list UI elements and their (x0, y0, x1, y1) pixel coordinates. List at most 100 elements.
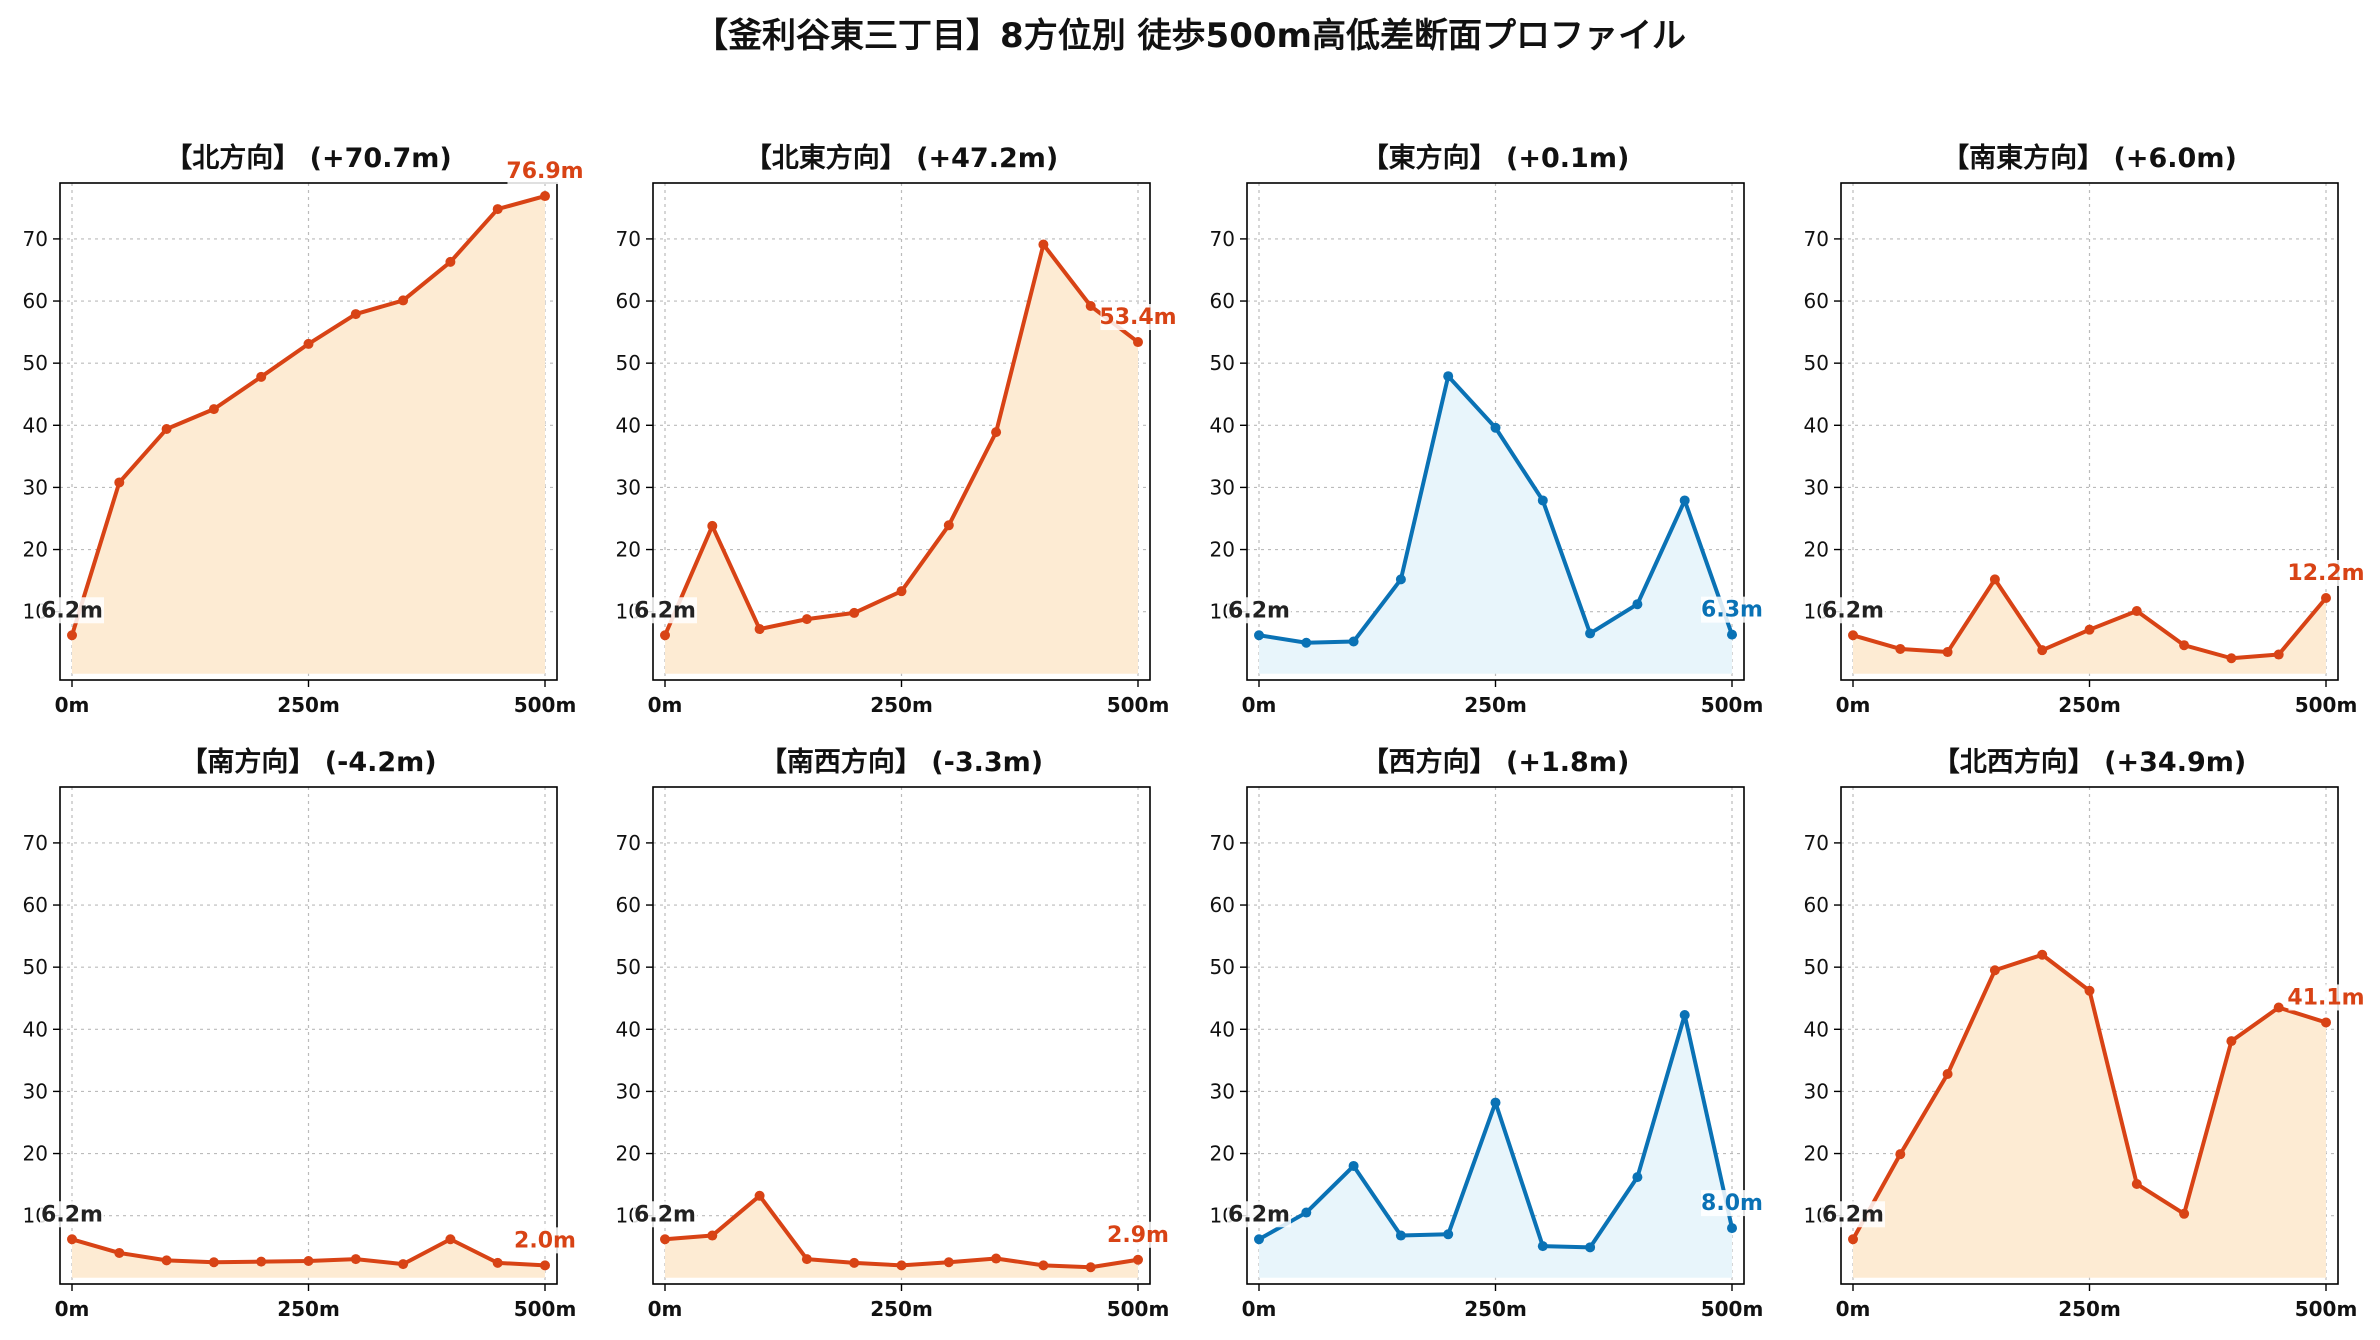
start-label: 6.2m (634, 598, 696, 623)
end-label-bg (1100, 304, 1176, 331)
x-tick-label: 500m (1701, 693, 1764, 717)
y-tick-label: 30 (1804, 475, 1829, 499)
x-tick-label: 250m (1464, 1297, 1527, 1321)
y-tick-label: 70 (23, 831, 48, 855)
y-tick-label: 40 (1804, 1017, 1829, 1041)
data-point (1537, 495, 1548, 506)
x-tick-label: 250m (870, 693, 933, 717)
x-tick-label: 500m (514, 1297, 577, 1321)
data-point (1895, 643, 1906, 654)
data-point (1989, 574, 2000, 585)
data-point (1348, 1160, 1359, 1171)
end-label-bg (2288, 984, 2364, 1011)
x-tick-label: 0m (648, 1297, 683, 1321)
y-tick-label: 30 (1210, 1079, 1235, 1103)
end-label: 76.9m (506, 159, 583, 184)
data-point (208, 404, 219, 415)
y-tick-label: 60 (616, 289, 641, 313)
data-point (2037, 949, 2048, 960)
x-tick-label: 0m (1242, 1297, 1277, 1321)
data-point (991, 1253, 1002, 1264)
start-label: 6.2m (634, 1202, 696, 1227)
x-tick-label: 500m (2295, 1297, 2358, 1321)
data-point (1848, 630, 1858, 641)
y-tick-label: 70 (1804, 227, 1829, 251)
data-point (1895, 1149, 1906, 1160)
start-label-bg (1227, 597, 1291, 624)
y-tick-label: 60 (1210, 893, 1235, 917)
data-point (208, 1257, 219, 1268)
data-point (707, 520, 718, 531)
end-label-bg (1701, 596, 1763, 623)
data-point (896, 1260, 907, 1271)
data-point (1254, 630, 1264, 641)
data-point (2226, 653, 2237, 664)
data-point (801, 1254, 812, 1265)
data-point (1133, 337, 1143, 348)
y-tick-label: 50 (1210, 351, 1235, 375)
x-tick-label: 0m (55, 693, 90, 717)
data-point (2226, 1036, 2237, 1047)
chart-title: 【南東方向】 (+6.0m) (1942, 142, 2237, 174)
data-point (2273, 649, 2284, 660)
x-tick-label: 500m (2295, 693, 2358, 717)
chart-title: 【東方向】 (+0.1m) (1362, 142, 1630, 174)
area-fill (1259, 376, 1732, 674)
data-point (67, 1234, 77, 1245)
y-tick-label: 40 (616, 413, 641, 437)
x-tick-label: 0m (648, 693, 683, 717)
x-tick-label: 250m (870, 1297, 933, 1321)
chart-title: 【北東方向】 (+47.2m) (745, 142, 1058, 174)
y-tick-label: 40 (616, 1017, 641, 1041)
data-point (943, 1257, 954, 1268)
data-point (801, 614, 812, 625)
y-tick-label: 50 (1804, 351, 1829, 375)
data-point (2131, 606, 2142, 617)
data-point (2179, 640, 2190, 651)
data-point (256, 371, 267, 382)
data-point (350, 1254, 361, 1265)
data-point (1632, 1172, 1643, 1183)
x-tick-label: 250m (2058, 1297, 2121, 1321)
y-tick-label: 70 (23, 227, 48, 251)
y-tick-label: 70 (1210, 227, 1235, 251)
data-point (991, 427, 1002, 438)
data-point (896, 586, 907, 597)
y-tick-label: 20 (1210, 1142, 1235, 1166)
data-point (1537, 1241, 1548, 1252)
data-point (849, 1257, 860, 1268)
y-tick-label: 70 (1804, 831, 1829, 855)
data-point (1085, 1262, 1096, 1273)
data-point (540, 191, 550, 202)
data-point (445, 256, 456, 267)
x-tick-label: 500m (1107, 1297, 1170, 1321)
y-tick-label: 40 (23, 1017, 48, 1041)
y-tick-label: 30 (1804, 1079, 1829, 1103)
start-label-bg (633, 1201, 697, 1228)
data-point (303, 338, 314, 349)
end-label-bg (514, 1227, 576, 1254)
data-point (2321, 1017, 2331, 1028)
x-tick-label: 500m (514, 693, 577, 717)
start-label: 6.2m (1822, 1202, 1884, 1227)
area-fill (1853, 579, 2326, 674)
y-tick-label: 20 (1804, 538, 1829, 562)
area-fill (72, 196, 545, 674)
data-point (492, 204, 503, 215)
end-label: 12.2m (2287, 561, 2364, 586)
data-point (1679, 495, 1690, 506)
end-label: 2.9m (1107, 1223, 1169, 1248)
data-point (1133, 1254, 1143, 1265)
y-tick-label: 60 (1804, 893, 1829, 917)
data-point (492, 1257, 503, 1268)
data-point (754, 624, 765, 635)
y-tick-label: 30 (616, 475, 641, 499)
data-point (1443, 1229, 1454, 1240)
data-point (1490, 1097, 1501, 1108)
start-label-bg (40, 1201, 104, 1228)
data-point (1585, 1242, 1596, 1253)
